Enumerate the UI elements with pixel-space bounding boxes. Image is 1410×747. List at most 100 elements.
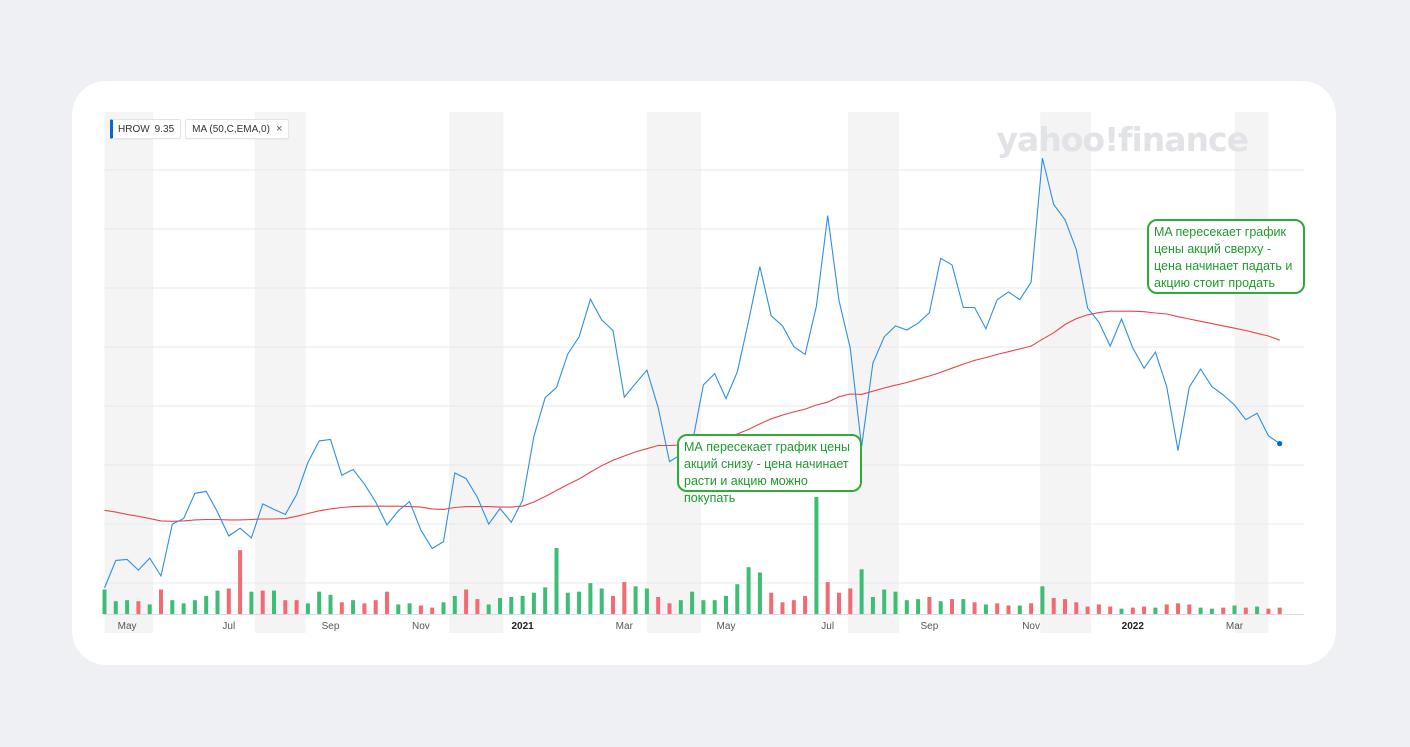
volume-bar — [1051, 598, 1056, 614]
volume-bar — [1063, 599, 1067, 614]
volume-bar — [249, 591, 254, 614]
volume-bar — [916, 599, 921, 614]
indicator-chip[interactable]: MA (50,C,EMA,0) × — [185, 119, 290, 139]
volume-bar — [565, 592, 570, 614]
volume-bar — [791, 600, 796, 614]
volume-bar — [192, 600, 197, 614]
volume-bar — [181, 603, 186, 614]
volume-bar — [1130, 607, 1135, 614]
volume-bar — [701, 600, 706, 614]
volume-bar — [294, 600, 299, 614]
x-tick-label: May — [118, 621, 137, 632]
volume-bar — [430, 607, 435, 614]
volume-bar — [757, 572, 762, 614]
shaded-month — [104, 112, 154, 633]
volume-bar — [339, 602, 344, 614]
volume-bar — [305, 603, 310, 614]
volume-bar — [1006, 605, 1011, 614]
indicator-label: MA (50,C,EMA,0) — [192, 123, 270, 135]
volume-bar — [385, 591, 389, 614]
x-tick-label: Jul — [222, 621, 235, 632]
symbol-label: HROW — [118, 123, 150, 135]
volume-bar — [520, 595, 525, 614]
volume-bar — [1153, 607, 1158, 614]
volume-bar — [1040, 586, 1045, 614]
volume-bar — [644, 588, 649, 614]
volume-bar — [735, 584, 740, 614]
volume-bar — [656, 596, 661, 614]
yahoo-finance-watermark: yahoo!finance — [996, 120, 1248, 159]
volume-bar — [882, 589, 887, 614]
volume-bar — [950, 599, 954, 614]
volume-bar — [1255, 606, 1260, 614]
volume-bar — [927, 596, 932, 614]
volume-bar — [543, 587, 548, 614]
shaded-month — [449, 112, 504, 633]
x-tick-label: 2022 — [1122, 621, 1145, 632]
volume-bar — [362, 603, 367, 614]
volume-bar — [1017, 605, 1022, 614]
x-tick-label: Nov — [412, 621, 430, 632]
legend: HROW 9.35 MA (50,C,EMA,0) × — [110, 119, 290, 139]
volume-bar — [1142, 606, 1147, 614]
volume-bar — [509, 596, 514, 614]
volume-bar — [611, 595, 615, 614]
volume-bar — [475, 599, 480, 614]
volume-bar — [136, 601, 141, 614]
volume-bar — [170, 600, 175, 614]
volume-bar — [712, 600, 717, 614]
volume-bar — [215, 590, 220, 614]
symbol-chip[interactable]: HROW 9.35 — [110, 119, 182, 139]
volume-bar — [780, 602, 785, 614]
x-tick-label: Nov — [1022, 621, 1040, 632]
volume-bar — [328, 594, 333, 614]
x-tick-label: Mar — [1226, 621, 1244, 632]
volume-bar — [1085, 606, 1090, 614]
volume-bar — [125, 600, 130, 614]
volume-bar — [226, 588, 231, 614]
volume-bar — [407, 603, 412, 614]
volume-bar — [633, 586, 638, 614]
volume-bar — [848, 588, 853, 614]
last-price-dot — [1277, 441, 1283, 447]
shaded-month — [848, 112, 899, 633]
volume-bar — [904, 600, 909, 614]
volume-bar — [159, 589, 163, 614]
volume-bar — [486, 604, 491, 614]
volume-bar — [1266, 608, 1271, 614]
volume-bar — [690, 591, 695, 614]
volume-bar — [498, 598, 502, 614]
volume-bar — [1198, 607, 1203, 614]
shaded-month — [254, 112, 306, 633]
volume-bar — [1119, 608, 1124, 614]
symbol-price: 9.35 — [154, 123, 175, 135]
volume-bar — [1164, 604, 1169, 614]
volume-bar — [678, 600, 683, 614]
volume-bar — [1108, 606, 1113, 614]
volume-bar — [283, 600, 288, 614]
volume-bar — [373, 600, 378, 614]
volume-bar — [1232, 605, 1237, 614]
volume-bar — [825, 582, 830, 614]
x-tick-label: Sep — [921, 621, 939, 632]
volume-bar — [317, 591, 322, 614]
volume-bar — [1096, 604, 1101, 614]
volume-bar — [260, 590, 265, 614]
volume-bar — [961, 599, 966, 614]
volume-bar — [1187, 604, 1192, 614]
x-tick-label: 2021 — [511, 621, 534, 632]
volume-bar — [803, 595, 808, 614]
volume-bar — [983, 604, 988, 614]
volume-bar — [531, 592, 536, 614]
volume-bar — [870, 596, 875, 614]
x-tick-label: Jul — [821, 621, 834, 632]
x-tick-label: Mar — [616, 621, 634, 632]
volume-bar — [599, 588, 604, 614]
volume-bar — [769, 592, 774, 614]
volume-bar — [1074, 602, 1079, 614]
volume-bar — [972, 602, 977, 614]
volume-bar — [147, 604, 152, 614]
volume-bar — [577, 591, 582, 614]
close-icon[interactable]: × — [275, 123, 283, 135]
volume-bar — [1277, 607, 1282, 614]
